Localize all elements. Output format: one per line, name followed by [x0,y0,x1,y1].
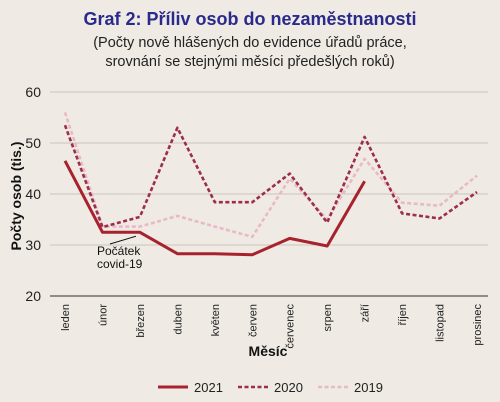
legend-label-2019: 2019 [354,380,383,395]
y-tick-label: 30 [25,237,41,253]
x-tick-label: leden [60,304,72,331]
x-tick-label: září [360,304,372,322]
x-tick-label: duben [172,304,184,335]
legend: 2021 2020 2019 [158,380,383,395]
x-tick-label: březen [135,304,147,338]
y-axis-label: Počty osob (tis.) [8,142,24,251]
x-tick-label: květen [210,304,222,336]
series-lines [63,111,478,257]
x-tick-label: prosinec [472,304,484,346]
gridlines [50,91,488,297]
chart-subtitle: (Počty nově hlášených do evidence úřadů … [0,34,500,72]
series-line-2021 [63,160,366,257]
x-tick-label: únor [97,304,109,326]
chart-title: Graf 2: Příliv osob do nezaměstnanosti [83,9,417,29]
y-tick-label: 40 [25,186,41,202]
x-tick-label: červenec [285,304,297,349]
x-tick-label: červen [247,304,259,337]
x-tick-label: srpen [322,304,334,332]
y-tick-label: 60 [25,84,41,100]
x-axis-label: Měsíc [249,343,288,359]
legend-label-2020: 2020 [274,380,303,395]
x-tick-label: listopad [435,304,447,342]
subtitle-line-2: srovnání se stejnými měsíci předešlých r… [105,54,395,70]
legend-label-2021: 2021 [194,380,223,395]
y-tick-labels: 20 30 40 50 60 [25,84,41,304]
x-tick-label: říjen [397,304,409,325]
y-tick-label: 50 [25,135,41,151]
x-tick-labels: leden únor březen duben květen červen červenec… [60,304,484,349]
annotation-text: covid-19 [97,257,143,271]
annotation-text: Počátek [97,244,141,258]
series-line-2020 [63,124,478,229]
y-tick-label: 20 [25,288,41,304]
annotation-pointer [109,235,137,245]
subtitle-line-1: (Počty nově hlášených do evidence úřadů … [93,35,407,51]
series-line-2019 [63,111,478,239]
